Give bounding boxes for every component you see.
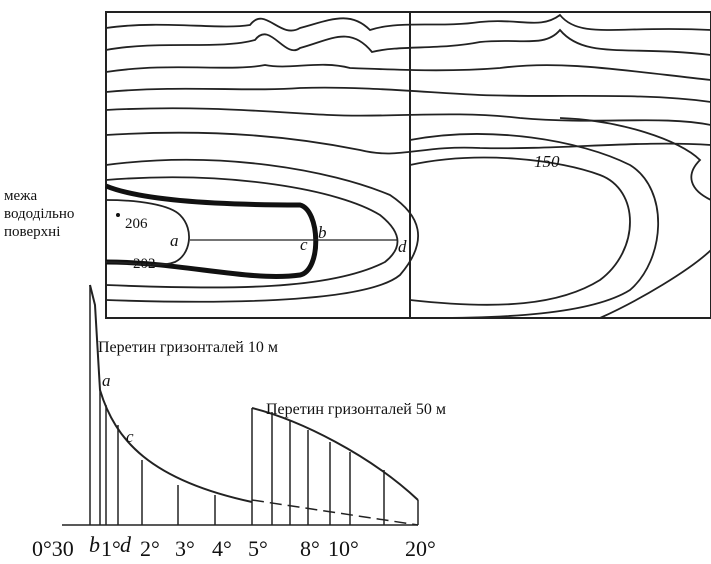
scale-label: 20° [405, 536, 436, 561]
point-label: c [126, 427, 134, 446]
scale-labels: 0°30 b 1° d 2° 3° 4° 5° 8° 10° 20° [32, 532, 436, 561]
point-label: b [318, 223, 327, 242]
slope-scale [62, 284, 419, 526]
point-label: c [300, 235, 308, 254]
height-label: 206 [125, 216, 148, 232]
scale-label: d [120, 532, 132, 557]
boundary-label: поверхні [4, 224, 60, 240]
scale-caption: Перетин гризонталей 50 м [266, 401, 446, 418]
map: межа вододільно поверхні 206 202 150 a b… [4, 11, 711, 319]
point-label: a [102, 371, 111, 390]
boundary-label: вододільно [4, 206, 74, 222]
scale-label: 5° [248, 536, 268, 561]
height-label: 150 [534, 152, 560, 171]
point-label: d [398, 237, 407, 256]
scale-verticals [89, 285, 419, 525]
baseline [251, 499, 419, 526]
scale-label: 0°30 [32, 536, 74, 561]
point-label: a [170, 231, 179, 250]
scale-label: 1° [101, 536, 121, 561]
scale-label: 10° [328, 536, 359, 561]
boundary-label: межа [4, 188, 38, 204]
scale-label: 8° [300, 536, 320, 561]
scale-caption: Перетин гризонталей 10 м [98, 339, 278, 356]
scale-curve [251, 407, 419, 501]
scale-label: 3° [175, 536, 195, 561]
scale-label: 4° [212, 536, 232, 561]
contours [105, 13, 711, 319]
contour-top [105, 199, 190, 266]
scale-label: 2° [140, 536, 160, 561]
scale-label: b [89, 532, 100, 557]
height-label: 202 [133, 256, 156, 272]
map-frame [105, 11, 711, 319]
height-point [116, 213, 120, 217]
